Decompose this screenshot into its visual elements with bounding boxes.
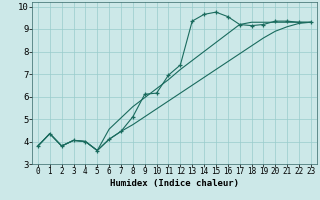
X-axis label: Humidex (Indice chaleur): Humidex (Indice chaleur) <box>110 179 239 188</box>
